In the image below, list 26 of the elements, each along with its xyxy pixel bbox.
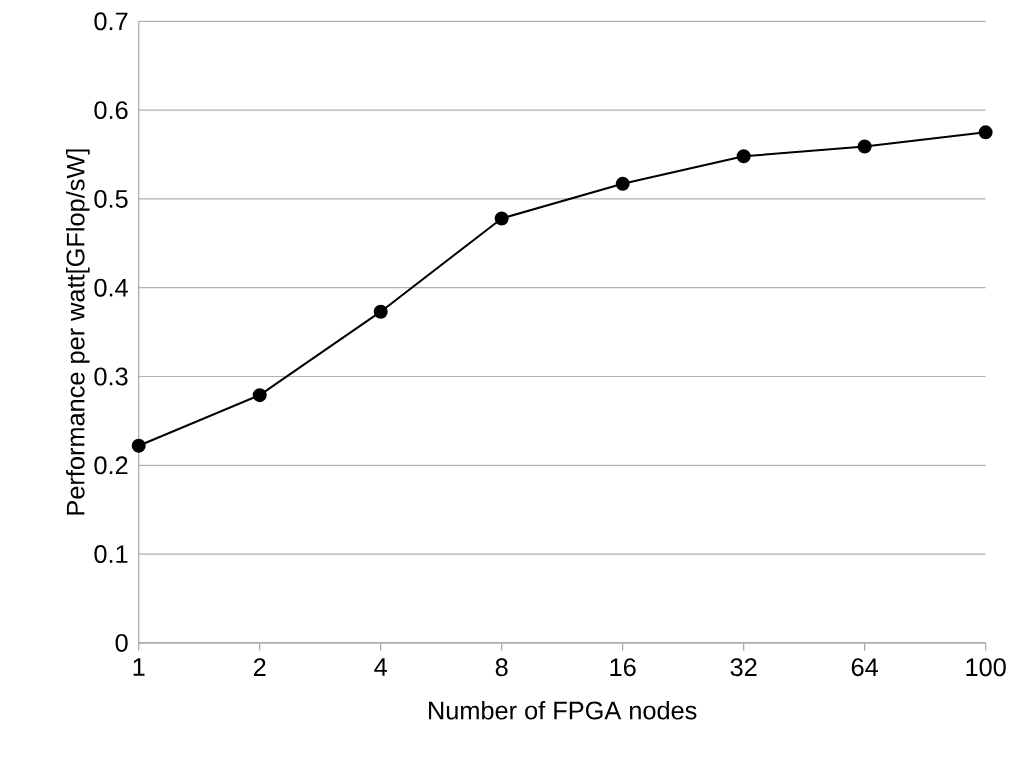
- y-tick-label: 0.1: [94, 545, 128, 564]
- x-tick-label: 8: [495, 658, 508, 677]
- point: [857, 139, 872, 154]
- point: [373, 304, 388, 319]
- x-tick-label: 64: [851, 658, 878, 677]
- x-tick-label: 100: [966, 658, 1006, 677]
- y-tick-label: 0.7: [94, 12, 128, 31]
- y-axis-title: Performance per watt[GFlop/sW]: [65, 149, 90, 515]
- point: [131, 438, 146, 453]
- point: [736, 149, 751, 164]
- point: [978, 125, 993, 140]
- x-tick-label: 32: [730, 658, 757, 677]
- x-tick-label: 16: [610, 658, 636, 677]
- y-tick-label: 0.3: [94, 367, 128, 386]
- y-tick-label: 0: [115, 634, 128, 653]
- y-tick-label: 0.5: [94, 190, 128, 209]
- x-axis-title: Number of FPGA nodes: [429, 701, 697, 720]
- point: [252, 388, 267, 403]
- y-tick-label: 0.6: [94, 101, 128, 120]
- x-tick-label: 4: [374, 658, 387, 676]
- x-tick-label: 1: [133, 658, 145, 676]
- point: [494, 211, 509, 226]
- point: [615, 177, 630, 192]
- y-tick-label: 0.2: [94, 456, 128, 475]
- x-tick-label: 2: [253, 658, 266, 677]
- y-tick-label: 0.4: [94, 278, 128, 297]
